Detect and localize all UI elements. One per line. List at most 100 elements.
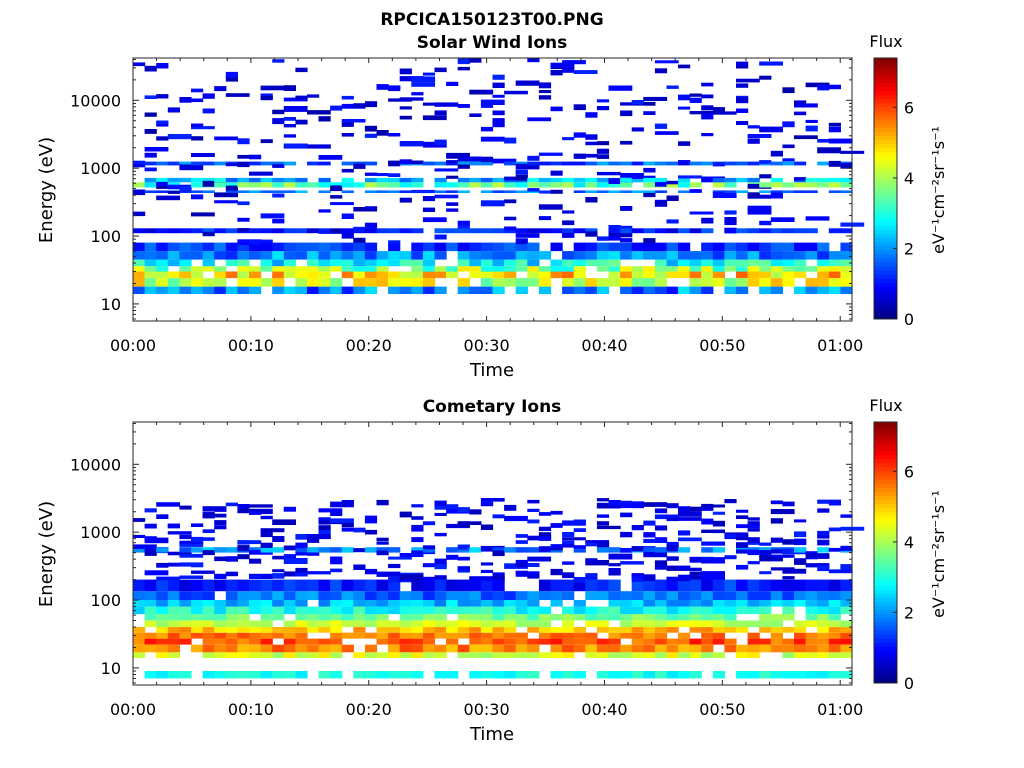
- colorbar-swatch: [874, 581, 897, 586]
- heatmap-cell: [283, 259, 296, 267]
- heatmap-cell: [480, 632, 494, 639]
- heatmap-cell: [701, 652, 714, 658]
- heatmap-cell: [608, 553, 633, 560]
- heatmap-cell: [770, 518, 783, 524]
- heatmap-cell: [237, 591, 250, 600]
- heatmap-cell: [747, 177, 760, 183]
- x-tick-label: 00:10: [228, 700, 274, 719]
- heatmap-cell: [515, 563, 528, 568]
- heatmap-cell: [608, 85, 633, 91]
- heatmap-cell: [295, 95, 308, 100]
- colorbar-swatch: [874, 200, 897, 206]
- heatmap-cell: [596, 286, 610, 294]
- heatmap-cell: [295, 671, 308, 679]
- heatmap-cell: [364, 644, 378, 653]
- heatmap-cell: [167, 551, 192, 556]
- heatmap-cell: [782, 614, 795, 621]
- heatmap-cell: [817, 266, 830, 272]
- heatmap-cell: [214, 652, 227, 658]
- heatmap-cell: [550, 638, 563, 645]
- heatmap-cell: [562, 606, 575, 615]
- colorbar-tick-label: 2: [904, 603, 914, 622]
- heatmap-cell: [608, 161, 621, 166]
- colorbar-swatch: [874, 654, 897, 660]
- heatmap-cell: [689, 644, 702, 653]
- heatmap-cell: [562, 591, 575, 600]
- heatmap-cell: [167, 134, 192, 140]
- colorbar-swatch: [874, 666, 897, 672]
- heatmap-cell: [596, 259, 610, 267]
- heatmap-cell: [295, 251, 308, 260]
- heatmap-cell: [156, 136, 169, 141]
- heatmap-cell: [133, 632, 146, 639]
- heatmap-cell: [573, 132, 586, 138]
- colorbar-swatch: [874, 495, 897, 500]
- heatmap-cell: [631, 652, 644, 658]
- heatmap-cell: [446, 182, 459, 188]
- heatmap-cell: [411, 266, 424, 272]
- heatmap-cell: [504, 226, 517, 231]
- heatmap-cell: [411, 177, 424, 183]
- heatmap-cell: [643, 614, 656, 621]
- heatmap-cell: [214, 644, 227, 653]
- heatmap-cell: [330, 620, 343, 628]
- heatmap-cell: [782, 627, 795, 633]
- heatmap-cell: [631, 286, 644, 294]
- heatmap-cell: [504, 137, 517, 144]
- heatmap-cell: [202, 579, 215, 592]
- heatmap-cell: [156, 620, 169, 628]
- heatmap-cell: [457, 104, 470, 108]
- heatmap-cell: [585, 573, 598, 578]
- heatmap-cell: [225, 644, 238, 653]
- heatmap-cell: [480, 614, 494, 621]
- heatmap-cell: [341, 606, 354, 615]
- heatmap-cell: [283, 85, 296, 91]
- heatmap-cell: [179, 259, 192, 267]
- heatmap-cell: [643, 600, 656, 607]
- heatmap-cell: [701, 278, 714, 287]
- heatmap-cell: [712, 579, 725, 592]
- heatmap-cell: [736, 242, 749, 252]
- heatmap-cell: [376, 537, 389, 541]
- heatmap-cell: [260, 620, 273, 628]
- heatmap-cell: [712, 606, 725, 615]
- heatmap-cell: [782, 158, 795, 162]
- heatmap-cell: [759, 242, 772, 252]
- heatmap-cell: [654, 259, 668, 267]
- heatmap-cell: [712, 591, 725, 600]
- heatmap-cell: [272, 614, 285, 621]
- heatmap-cell: [237, 627, 250, 633]
- heatmap-cell: [214, 627, 227, 633]
- heatmap-cell: [515, 233, 540, 238]
- heatmap-cell: [782, 190, 795, 193]
- heatmap-cell: [260, 547, 273, 553]
- heatmap-cell: [504, 190, 517, 193]
- heatmap-cell: [469, 271, 482, 279]
- heatmap-cell: [701, 574, 725, 581]
- heatmap-cell: [504, 199, 517, 204]
- heatmap-cell: [631, 502, 644, 509]
- heatmap-cell: [817, 147, 841, 154]
- heatmap-cell: [191, 579, 204, 592]
- colorbar-swatch: [874, 532, 897, 537]
- heatmap-cell: [330, 600, 343, 607]
- y-tick-label: 100: [90, 591, 121, 610]
- heatmap-cell: [353, 591, 366, 600]
- heatmap-cell: [330, 278, 343, 287]
- heatmap-cell: [167, 671, 180, 679]
- heatmap-cell: [469, 177, 482, 183]
- heatmap-cell: [620, 177, 633, 183]
- heatmap-cell: [840, 259, 853, 267]
- heatmap-cell: [747, 134, 772, 138]
- heatmap-cell: [457, 556, 470, 561]
- colorbar-swatch: [874, 511, 897, 517]
- x-tick-label: 00:20: [346, 700, 392, 719]
- heatmap-cell: [214, 671, 227, 679]
- heatmap-cell: [411, 278, 424, 287]
- colorbar-swatch: [874, 98, 897, 104]
- colorbar-swatch: [874, 253, 897, 259]
- heatmap-cell: [828, 190, 841, 193]
- heatmap-cell: [237, 190, 250, 193]
- heatmap-cell: [492, 190, 505, 193]
- heatmap-cell: [318, 161, 331, 166]
